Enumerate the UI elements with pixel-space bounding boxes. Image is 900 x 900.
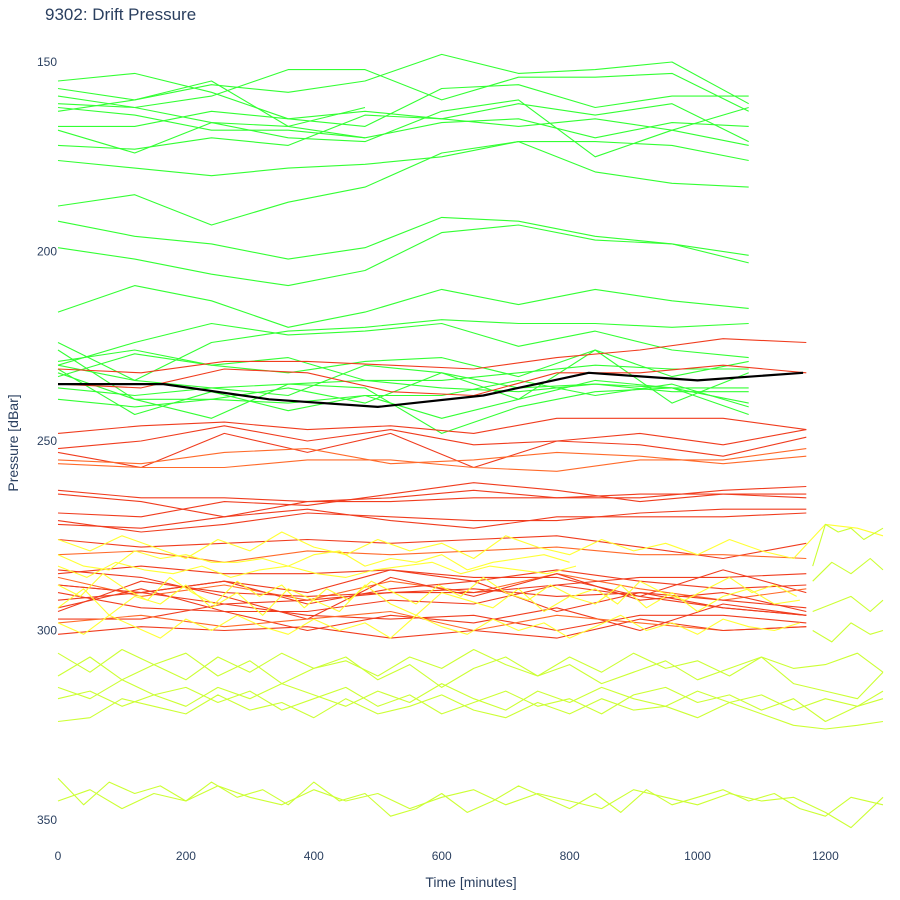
series-line-30 xyxy=(57,448,807,472)
series-line-7 xyxy=(57,106,366,139)
series-line-65 xyxy=(57,785,884,829)
x-tick-label: 0 xyxy=(55,849,62,863)
series-line-12 xyxy=(57,224,749,287)
series-line-62 xyxy=(57,679,884,711)
series-line-14 xyxy=(57,322,749,366)
series-line-54 xyxy=(57,614,801,639)
y-tick-label: 200 xyxy=(37,245,57,259)
series-line-42 xyxy=(57,584,807,616)
series-line-9 xyxy=(57,141,749,188)
series-line-0 xyxy=(57,53,749,105)
series-line-16 xyxy=(57,349,749,378)
series-line-25 xyxy=(57,364,807,397)
series-line-24 xyxy=(57,338,807,374)
series-line-52 xyxy=(57,584,800,616)
x-axis-title: Time [minutes] xyxy=(425,874,516,890)
series-line-6 xyxy=(57,80,366,127)
series-line-2 xyxy=(57,69,749,112)
series-layer xyxy=(57,53,884,829)
x-tick-label: 800 xyxy=(560,849,580,863)
series-line-53 xyxy=(57,573,797,609)
series-line-3 xyxy=(58,103,749,143)
series-line-37 xyxy=(57,546,807,563)
y-tick-label: 250 xyxy=(37,434,57,448)
series-line-17 xyxy=(57,353,749,381)
series-line-13 xyxy=(57,285,749,328)
series-line-4 xyxy=(57,114,749,150)
y-tick-label: 150 xyxy=(37,55,57,69)
series-line-26 xyxy=(57,417,807,434)
series-line-41 xyxy=(57,588,807,609)
series-line-20 xyxy=(57,364,749,397)
series-line-28 xyxy=(57,425,807,457)
series-line-18 xyxy=(57,379,749,397)
series-line-27 xyxy=(57,429,807,469)
series-line-63 xyxy=(57,686,884,723)
series-line-67 xyxy=(58,371,804,408)
series-line-1 xyxy=(57,72,749,127)
y-tick-label: 300 xyxy=(37,624,57,638)
series-line-23 xyxy=(57,368,749,419)
series-line-10 xyxy=(57,141,749,226)
y-axis-ticks: 150 200 250 300 350 xyxy=(37,55,57,827)
series-line-49 xyxy=(57,618,807,639)
x-tick-label: 1000 xyxy=(684,849,711,863)
series-line-36 xyxy=(57,535,807,560)
series-line-57 xyxy=(812,557,884,582)
series-line-31 xyxy=(57,489,807,503)
x-tick-label: 400 xyxy=(304,849,324,863)
y-axis-title: Pressure [dBar] xyxy=(5,394,21,491)
x-tick-label: 1200 xyxy=(812,849,839,863)
series-line-59 xyxy=(812,622,884,643)
series-line-50 xyxy=(57,550,570,571)
series-line-56 xyxy=(812,523,884,567)
series-line-11 xyxy=(57,216,749,264)
series-line-64 xyxy=(57,694,884,730)
series-line-61 xyxy=(57,652,884,700)
series-line-60 xyxy=(57,648,884,681)
x-axis-ticks: 0 200 400 600 800 1000 1200 xyxy=(55,849,839,863)
x-tick-label: 200 xyxy=(176,849,196,863)
chart-title: 9302: Drift Pressure xyxy=(45,5,196,24)
series-line-43 xyxy=(57,592,807,632)
series-line-5 xyxy=(57,95,749,139)
series-line-44 xyxy=(58,603,807,632)
series-line-55 xyxy=(57,523,884,560)
series-line-38 xyxy=(57,565,807,590)
series-line-15 xyxy=(57,319,749,381)
series-line-51 xyxy=(57,561,577,578)
series-line-58 xyxy=(812,595,884,613)
x-tick-label: 600 xyxy=(432,849,452,863)
series-line-34 xyxy=(57,508,807,533)
series-line-66 xyxy=(57,777,884,817)
series-line-33 xyxy=(57,482,807,518)
series-line-22 xyxy=(57,372,749,434)
series-line-32 xyxy=(57,485,807,518)
series-line-35 xyxy=(57,508,807,529)
y-tick-label: 350 xyxy=(37,813,57,827)
